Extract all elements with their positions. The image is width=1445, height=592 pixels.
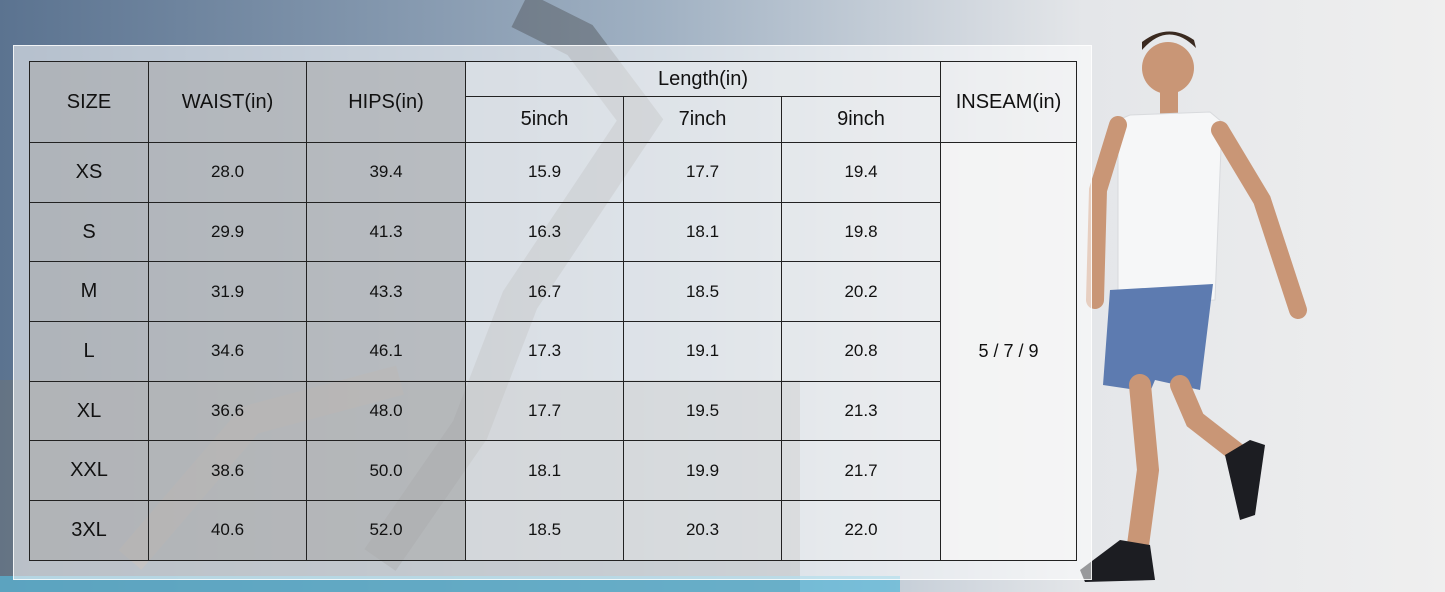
table-cell: 19.5 [623, 380, 782, 442]
table-row: 3XL 40.6 52.0 18.5 20.3 22.0 [29, 500, 1077, 561]
size-chart-table: SIZE WAIST(in) HIPS(in) Length(in) INSEAM(in… [29, 61, 1077, 561]
table-cell: 18.5 [623, 261, 782, 323]
table-row: M 31.9 43.3 16.7 18.5 20.2 [29, 261, 1077, 323]
table-row: L 34.6 46.1 17.3 19.1 20.8 [29, 321, 1077, 382]
table-cell: 18.1 [465, 440, 624, 502]
model-figure [1080, 31, 1307, 582]
table-cell: 36.6 [148, 380, 307, 442]
table-row: 5inch 7inch 9inch [30, 96, 1077, 143]
table-cell: 31.9 [148, 261, 307, 323]
table-cell: 38.6 [148, 440, 307, 502]
table-cell: HIPS(in) [306, 61, 466, 143]
table-row: SIZE WAIST(in) HIPS(in) Length(in) INSEAM(in… [29, 61, 1077, 143]
table-cell: 34.6 [148, 321, 307, 382]
table-cell: XXL [29, 440, 149, 502]
table-row: XL 36.6 48.0 17.7 19.5 21.3 [29, 380, 1077, 442]
table-cell: 22.0 [781, 500, 941, 561]
table-cell: 18.1 [623, 201, 782, 263]
table-cell: 43.3 [306, 261, 466, 323]
table-cell: INSEAM(in) [940, 61, 1077, 143]
table-row: XXL 38.6 50.0 18.1 19.9 21.7 [29, 440, 1077, 502]
table-cell: L [29, 321, 149, 382]
table-cell: XL [29, 380, 149, 442]
table-cell: 16.7 [465, 261, 624, 323]
table-cell: 9inch [781, 96, 941, 143]
table-cell: 52.0 [306, 500, 466, 561]
table-cell: SIZE [29, 61, 149, 143]
table-cell: 40.6 [148, 500, 307, 561]
table-cell: 21.7 [781, 440, 941, 502]
table-cell: S [29, 201, 149, 263]
table-cell: 20.2 [781, 261, 941, 323]
table-cell: 29.9 [148, 201, 307, 263]
table-cell: 17.7 [465, 380, 624, 442]
table-cell: 19.4 [781, 142, 941, 203]
table-cell: 15.9 [465, 142, 624, 203]
table-cell: 19.1 [623, 321, 782, 382]
table-cell: 46.1 [306, 321, 466, 382]
table-cell: 19.9 [623, 440, 782, 502]
table-cell: 41.3 [306, 201, 466, 263]
table-cell: WAIST(in) [148, 61, 307, 143]
table-cell: 20.3 [623, 500, 782, 561]
table-cell: 16.3 [465, 201, 624, 263]
table-cell: M [29, 261, 149, 323]
table-cell: 17.7 [623, 142, 782, 203]
table-cell: 28.0 [148, 142, 307, 203]
table-cell: 39.4 [306, 142, 466, 203]
table-cell: 3XL [29, 500, 149, 561]
table-cell: XS [29, 142, 149, 203]
table-row: S 29.9 41.3 16.3 18.1 19.8 [29, 201, 1077, 263]
table-row: XS 28.0 39.4 15.9 17.7 19.4 5 / 7 / 9 [29, 142, 1077, 561]
table-cell: 20.8 [781, 321, 941, 382]
table-cell: 48.0 [306, 380, 466, 442]
table-cell: Length(in) [465, 61, 941, 97]
table-cell: 19.8 [781, 201, 941, 263]
table-cell: 5inch [465, 96, 624, 143]
table-cell: 17.3 [465, 321, 624, 382]
table-cell: 5 / 7 / 9 [940, 142, 1077, 561]
table-cell: 7inch [623, 96, 782, 143]
table-cell: 21.3 [781, 380, 941, 442]
table-cell: 18.5 [465, 500, 624, 561]
table-cell: 50.0 [306, 440, 466, 502]
